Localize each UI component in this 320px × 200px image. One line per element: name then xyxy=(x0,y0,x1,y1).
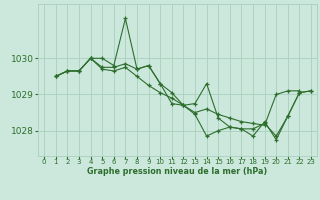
X-axis label: Graphe pression niveau de la mer (hPa): Graphe pression niveau de la mer (hPa) xyxy=(87,167,268,176)
